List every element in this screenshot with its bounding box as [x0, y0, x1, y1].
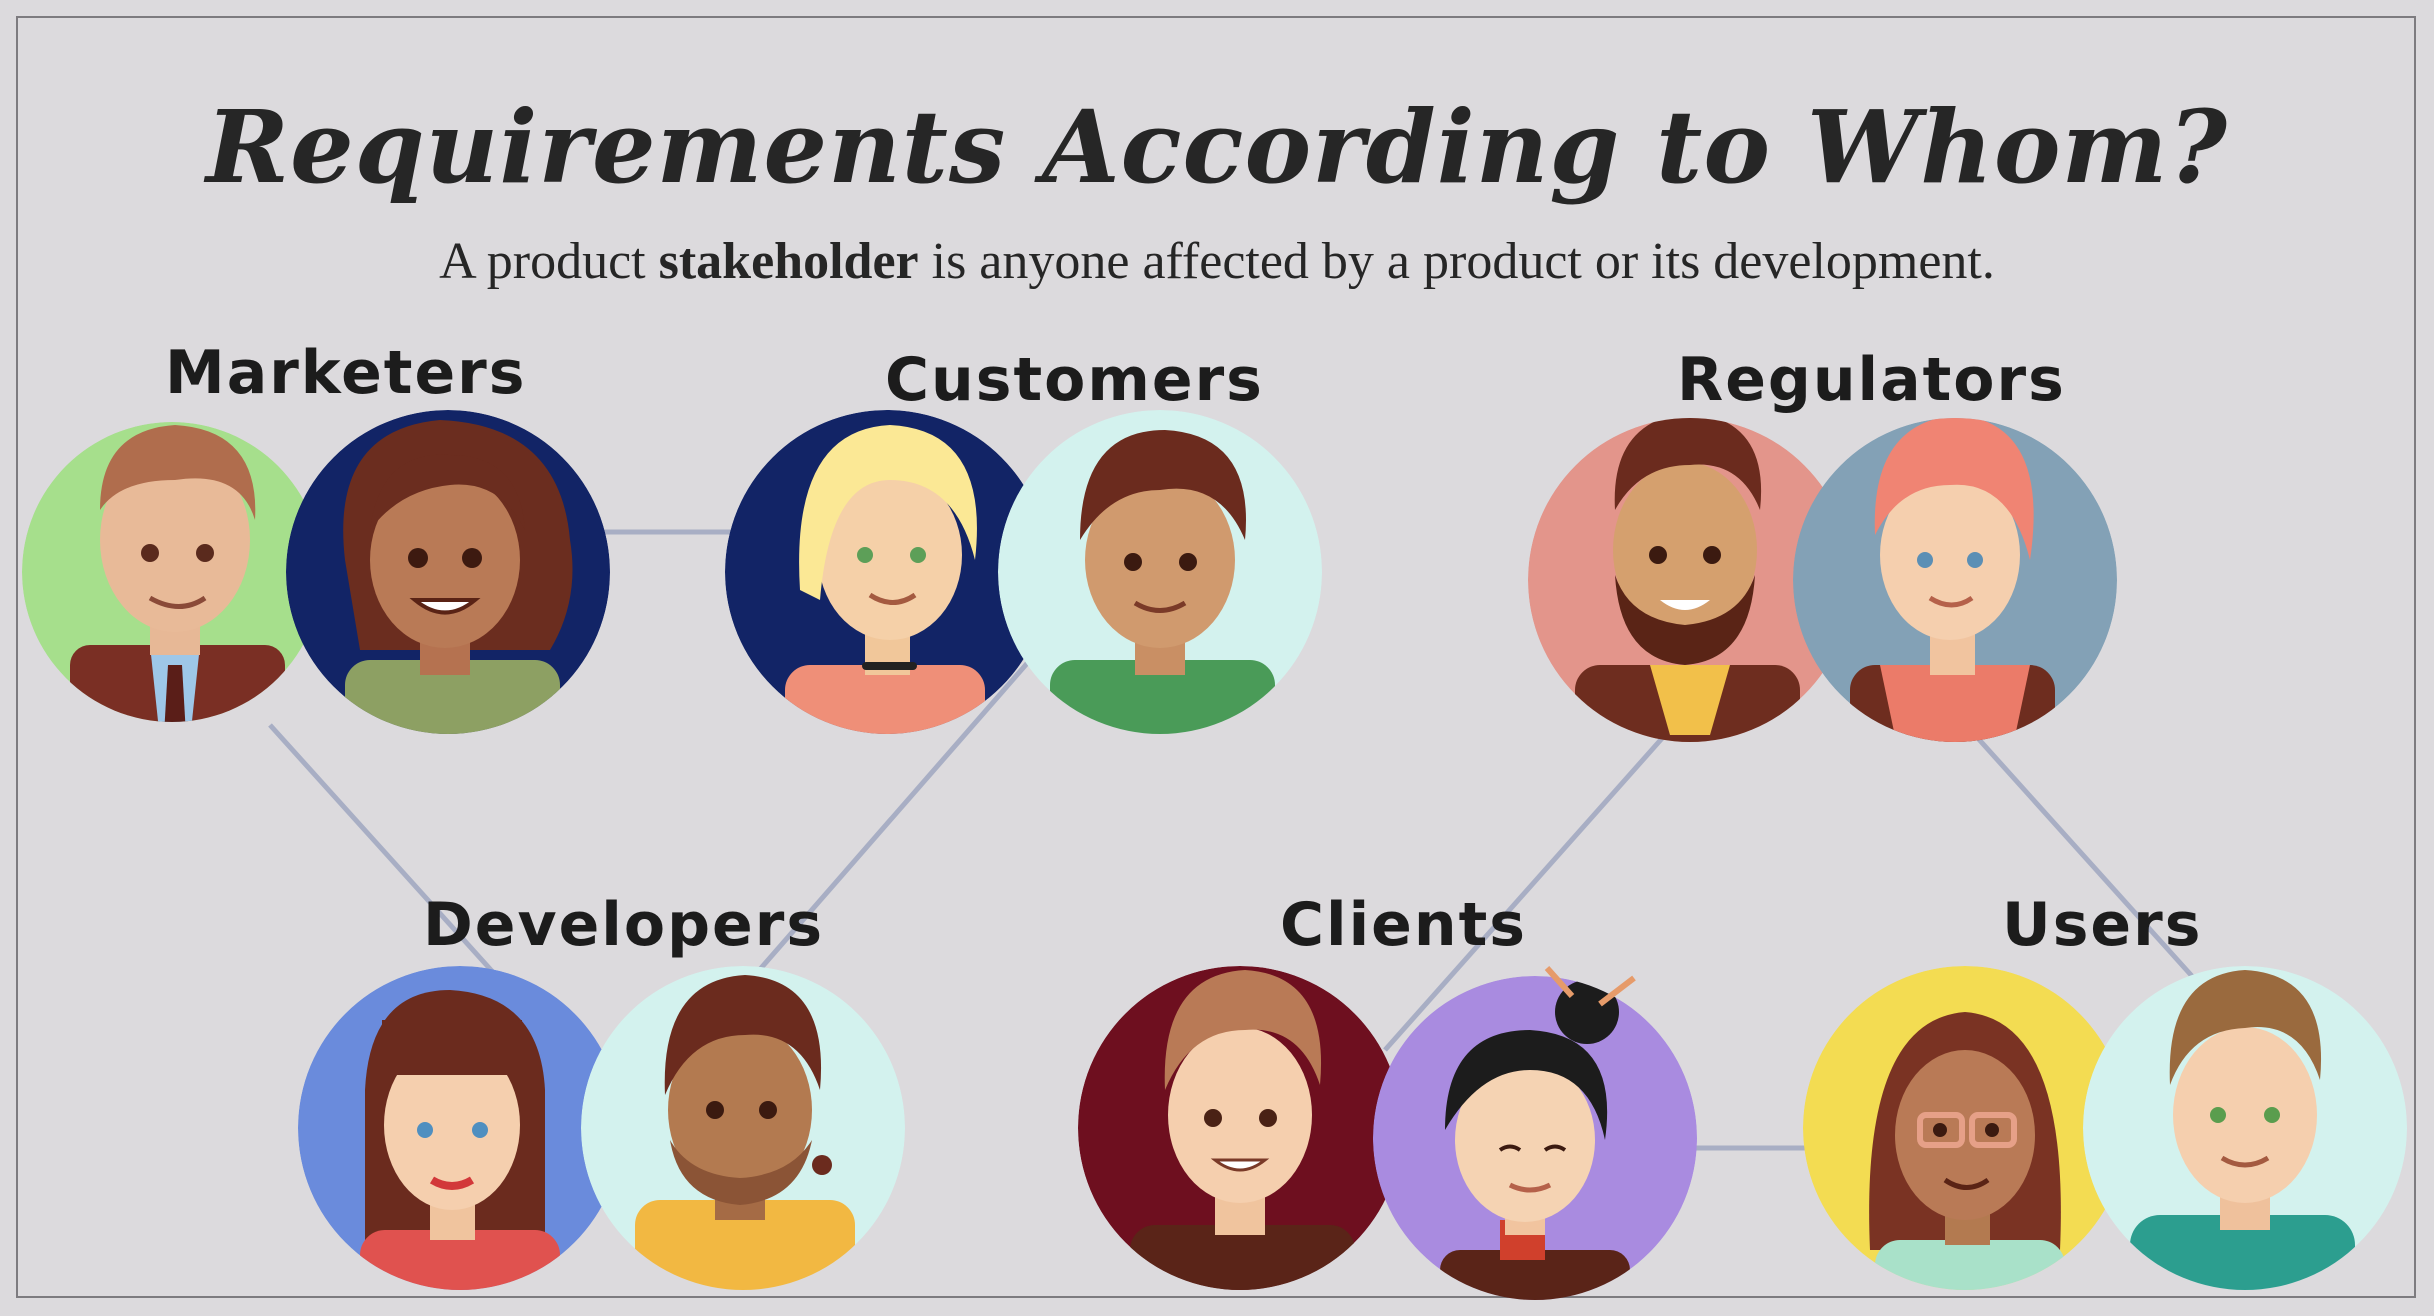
label-developers: Developers	[423, 890, 825, 960]
users-group	[1803, 966, 2407, 1290]
connector-regulators-clients	[1383, 733, 1667, 1052]
connector-regulators-users	[1973, 733, 2202, 987]
marketers-group	[22, 410, 610, 734]
label-users: Users	[2002, 890, 2203, 960]
label-marketers: Marketers	[165, 338, 527, 408]
connector-lines	[268, 529, 2202, 1151]
avatar-regulator-man	[1528, 418, 1852, 742]
avatar-marketer-man	[22, 422, 322, 722]
connector-marketers-developers	[268, 723, 502, 982]
slide-subtitle: A product stakeholder is anyone affected…	[0, 232, 2434, 291]
avatar-client-woman	[1373, 976, 1697, 1300]
subtitle-prefix: A product	[439, 233, 659, 290]
clients-group	[1078, 966, 1697, 1300]
avatar-marketer-woman	[286, 410, 610, 734]
regulators-group	[1528, 418, 2117, 742]
hair-sticks-icon	[1544, 966, 1636, 1007]
label-regulators: Regulators	[1677, 345, 2066, 415]
avatar-developer-man	[581, 966, 905, 1290]
avatar-user-man	[2083, 966, 2407, 1290]
avatar-user-woman	[1803, 966, 2127, 1290]
customers-group	[725, 410, 1322, 734]
label-customers: Customers	[885, 345, 1264, 415]
avatar-developer-woman	[298, 966, 622, 1290]
avatar-regulator-woman	[1793, 418, 2117, 742]
avatar-client-man	[1078, 966, 1402, 1290]
label-clients: Clients	[1280, 890, 1527, 960]
avatar-customer-man	[998, 410, 1322, 734]
subtitle-keyword: stakeholder	[658, 233, 919, 290]
slide-title: Requirements According to Whom?	[205, 88, 2228, 206]
avatar-customer-woman	[725, 410, 1049, 734]
developers-group	[298, 966, 905, 1290]
subtitle-suffix: is anyone affected by a product or its d…	[918, 233, 1995, 290]
connector-customers-developers	[753, 658, 1032, 977]
